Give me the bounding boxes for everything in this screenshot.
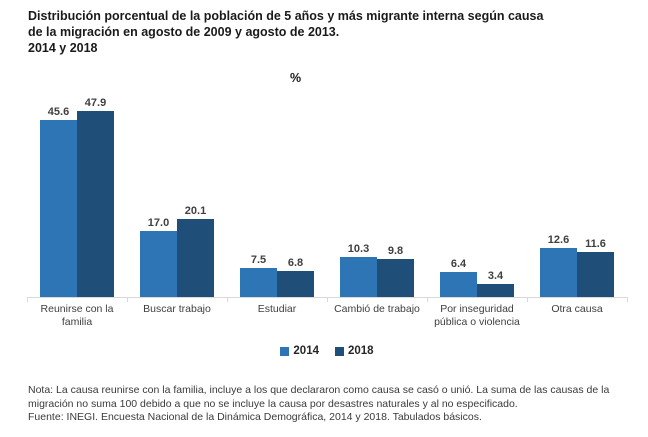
bar-column-2014: 10.3 — [340, 243, 377, 297]
chart-title-line2: de la migración en agosto de 2009 y agos… — [28, 25, 340, 39]
bar-group: 12.6 11.6 — [527, 88, 627, 297]
category-label: Por inseguridad pública o violencia — [434, 303, 520, 328]
value-label-2018: 20.1 — [184, 205, 207, 217]
bar-column-2014: 17.0 — [140, 217, 177, 297]
bar-2018 — [577, 252, 614, 297]
value-label-2018: 9.8 — [387, 245, 404, 257]
bar-2014 — [240, 268, 277, 297]
axis-tick — [527, 297, 528, 302]
bar-column-2018: 9.8 — [377, 245, 414, 297]
bar-group: 45.6 47.9 — [27, 88, 127, 297]
bar-column-2018: 47.9 — [77, 97, 114, 297]
category-label: Cambió de trabajo — [334, 303, 420, 315]
legend-swatch-icon — [280, 346, 290, 356]
footnotes: Nota: La causa reunirse con la familia, … — [28, 384, 630, 425]
legend-swatch-icon — [335, 346, 344, 356]
axis-tick — [227, 297, 228, 302]
bar-column-2018: 3.4 — [477, 270, 514, 297]
value-label-2018: 47.9 — [84, 97, 107, 109]
axis-tick — [27, 297, 28, 302]
bar-group: 17.0 20.1 — [127, 88, 227, 297]
value-label-2014: 10.3 — [347, 243, 370, 255]
bar-column-2018: 20.1 — [177, 205, 214, 297]
chart-title-line1: Distribución porcentual de la población … — [28, 9, 544, 23]
bar-chart: 45.6 47.9 17.0 20.1 7.5 6.8 10.3 9.8 6.4 3.4 12.6 1… — [27, 88, 628, 357]
bar-column-2014: 7.5 — [240, 254, 277, 297]
value-label-2014: 17.0 — [147, 217, 170, 229]
bar-column-2018: 11.6 — [577, 238, 614, 297]
category-label: Reunirse con la familia — [40, 303, 114, 328]
axis-tick — [327, 297, 328, 302]
source-text: Fuente: INEGI. Encuesta Nacional de la D… — [28, 411, 482, 423]
legend: 2014 2018 — [27, 345, 627, 357]
bar-column-2014: 6.4 — [440, 258, 477, 297]
bar-group: 10.3 9.8 — [327, 88, 427, 297]
bar-group: 6.4 3.4 — [427, 88, 527, 297]
value-label-2014: 7.5 — [250, 254, 267, 266]
legend-label: 2014 — [293, 345, 319, 357]
bar-2014 — [140, 231, 177, 297]
axis-tick — [127, 297, 128, 302]
bar-2018 — [77, 111, 114, 297]
value-label-2018: 6.8 — [287, 257, 304, 269]
bar-column-2014: 45.6 — [40, 106, 77, 297]
bar-2014 — [540, 248, 577, 297]
bar-2014 — [440, 272, 477, 297]
legend-item-2014: 2014 — [280, 345, 319, 357]
legend-label: 2018 — [348, 345, 374, 357]
bar-group: 7.5 6.8 — [227, 88, 327, 297]
legend-item-2018: 2018 — [335, 345, 374, 357]
value-label-2014: 12.6 — [547, 234, 570, 246]
category-axis: Reunirse con la familia Buscar trabajo Est… — [27, 303, 627, 329]
axis-tick — [627, 297, 628, 302]
value-label-2014: 45.6 — [47, 106, 70, 118]
bar-column-2014: 12.6 — [540, 234, 577, 297]
bar-2018 — [477, 284, 514, 297]
axis-tick — [427, 297, 428, 302]
bar-2018 — [177, 219, 214, 297]
plot-area: 45.6 47.9 17.0 20.1 7.5 6.8 10.3 9.8 6.4 3.4 12.6 1… — [27, 88, 628, 302]
bar-2018 — [377, 259, 414, 297]
chart-title: Distribución porcentual de la población … — [28, 8, 628, 56]
bar-2014 — [40, 120, 77, 297]
bar-2014 — [340, 257, 377, 297]
chart-title-line3: 2014 y 2018 — [28, 41, 98, 55]
note-text: Nota: La causa reunirse con la familia, … — [28, 384, 610, 410]
category-label: Buscar trabajo — [143, 303, 211, 315]
value-label-2014: 6.4 — [450, 258, 467, 270]
bar-column-2018: 6.8 — [277, 257, 314, 297]
bar-2018 — [277, 271, 314, 297]
value-label-2018: 3.4 — [487, 270, 504, 282]
value-label-2018: 11.6 — [585, 238, 606, 250]
y-axis-unit-label: % — [290, 71, 302, 85]
category-label: Otra causa — [551, 303, 603, 315]
category-label: Estudiar — [257, 303, 297, 315]
